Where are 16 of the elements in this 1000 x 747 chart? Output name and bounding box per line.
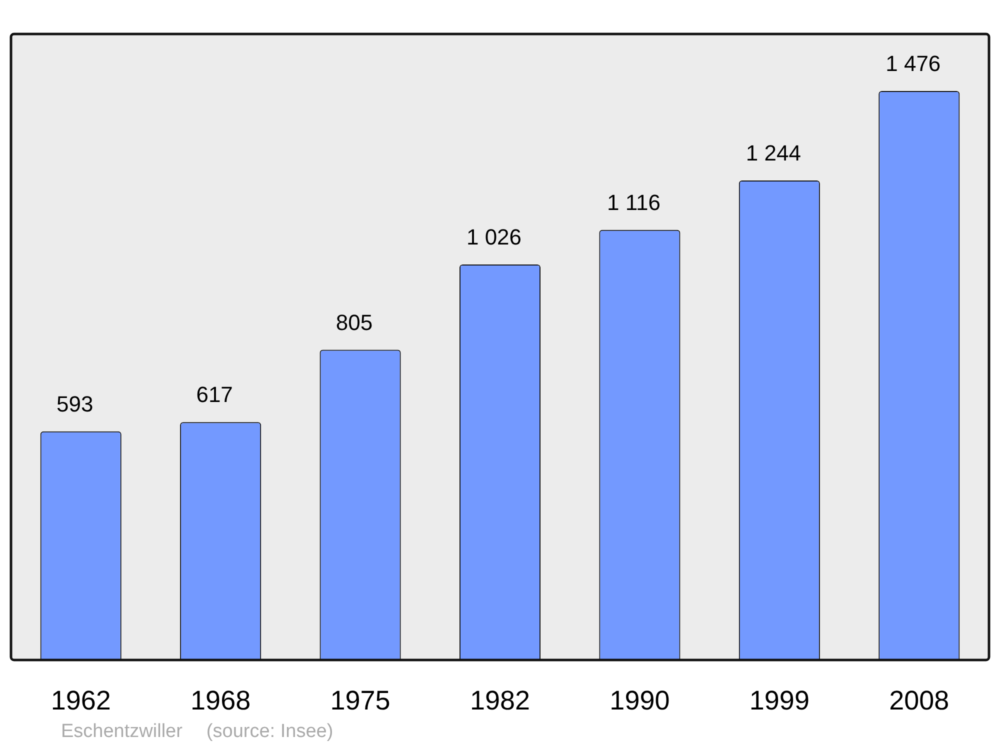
x-tick-label: 1999 (749, 686, 810, 716)
x-tick-label: 1990 (610, 686, 670, 716)
text: (source: Insee) (206, 721, 334, 742)
data-label: 1 476 (886, 51, 941, 76)
text: Eschentzwiller (61, 721, 184, 742)
x-tick-label: 1968 (190, 686, 251, 716)
data-label: 1 116 (607, 190, 660, 215)
data-label: 593 (56, 391, 94, 416)
x-tick-label: 2008 (889, 686, 950, 716)
x-tick-label: 1975 (330, 686, 390, 716)
data-label: 805 (336, 310, 373, 335)
data-label: 617 (196, 382, 233, 408)
x-tick-label: 1982 (470, 686, 530, 716)
data-label: 1 026 (466, 224, 522, 250)
x-tick-label: 1962 (50, 686, 111, 716)
data-label: 1 244 (746, 140, 801, 166)
